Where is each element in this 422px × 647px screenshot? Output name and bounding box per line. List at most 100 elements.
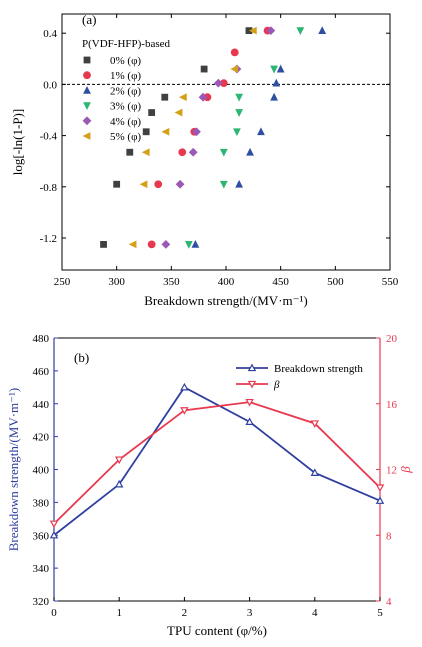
- legend-label-a: 4% (φ): [110, 116, 141, 128]
- y-tick-label-left-b: 440: [33, 399, 50, 411]
- data-point: [114, 479, 124, 488]
- data-point: [154, 180, 163, 189]
- data-point: [375, 484, 385, 493]
- data-point: [142, 128, 150, 136]
- data-point: [188, 147, 198, 157]
- y-tick-label-left-b: 360: [33, 530, 50, 542]
- x-tick-label-b: 5: [377, 607, 383, 619]
- x-tick-label-a: 400: [218, 276, 235, 288]
- panel-label-a: (a): [82, 12, 96, 27]
- data-point: [270, 65, 279, 74]
- y-tick-label-a: -0.4: [40, 131, 58, 143]
- y-axis-label-a: log[-ln(1-P)]: [10, 109, 25, 175]
- legend-label-a: 5% (φ): [110, 131, 141, 143]
- x-tick-label-b: 0: [51, 607, 57, 619]
- y-tick-label-left-b: 320: [33, 596, 50, 608]
- data-point: [184, 241, 193, 249]
- data-point: [245, 417, 254, 425]
- y-tick-label-right-b: 16: [386, 399, 398, 411]
- data-point: [180, 407, 189, 415]
- legend-label-a: 0% (φ): [110, 55, 141, 67]
- y-tick-label-right-b: 4: [386, 596, 392, 608]
- y-tick-label-left-b: 480: [33, 333, 50, 345]
- data-point: [191, 240, 200, 248]
- y-tick-label-a: 0.4: [43, 28, 57, 40]
- series-line: [53, 401, 381, 525]
- legend-marker: [82, 132, 91, 140]
- legend-marker: [82, 116, 92, 126]
- x-tick-label-a: 550: [382, 276, 399, 288]
- data-point: [161, 127, 170, 136]
- data-point: [266, 26, 276, 36]
- y-axis-label-left-b: Breakdown strength/(MV·m⁻¹): [6, 388, 21, 551]
- data-point: [49, 530, 59, 539]
- data-point: [178, 148, 187, 157]
- x-tick-label-b: 1: [116, 607, 122, 619]
- legend-marker: [83, 102, 91, 110]
- data-point: [161, 240, 171, 249]
- data-point: [161, 93, 169, 101]
- legend-label-a: 1% (φ): [110, 70, 141, 82]
- data-point: [219, 148, 228, 157]
- data-point: [270, 92, 279, 101]
- panel-label-b: (b): [74, 350, 89, 365]
- legend-label-b: β: [273, 379, 280, 391]
- data-point: [230, 48, 239, 57]
- data-point: [235, 109, 244, 117]
- y-axis-label-right-b: β: [398, 466, 413, 474]
- data-point: [100, 241, 107, 248]
- data-point: [257, 127, 265, 136]
- legend-title-a: P(VDF-HFP)-based: [82, 38, 171, 50]
- y-tick-label-a: 0.0: [43, 79, 57, 91]
- data-point: [49, 520, 59, 529]
- x-tick-label-a: 250: [54, 276, 71, 288]
- legend-marker: [83, 86, 91, 94]
- y-tick-label-left-b: 460: [33, 366, 50, 378]
- data-point: [141, 148, 150, 157]
- data-point: [248, 26, 257, 35]
- data-point: [272, 78, 281, 87]
- data-point: [246, 147, 254, 156]
- x-tick-label-a: 450: [272, 276, 289, 288]
- legend-label-b: Breakdown strength: [274, 363, 363, 375]
- legend-marker: [247, 363, 257, 372]
- series-line: [53, 386, 381, 536]
- x-tick-label-b: 2: [182, 607, 188, 619]
- data-point: [230, 65, 239, 73]
- data-point: [310, 420, 320, 428]
- data-point: [233, 128, 241, 137]
- x-tick-label-b: 4: [312, 607, 318, 619]
- data-point: [192, 127, 201, 137]
- data-point: [113, 180, 121, 188]
- x-tick-label-a: 350: [163, 276, 180, 288]
- data-point: [276, 64, 285, 73]
- legend-marker: [247, 380, 257, 389]
- y-tick-label-left-b: 420: [33, 432, 50, 444]
- data-point: [198, 92, 208, 102]
- data-point: [318, 26, 327, 35]
- data-point: [310, 468, 320, 476]
- data-point: [219, 79, 228, 88]
- data-point: [219, 180, 228, 189]
- data-point: [180, 382, 189, 391]
- data-point: [139, 180, 148, 189]
- legend-label-a: 3% (φ): [110, 101, 141, 113]
- y-tick-label-left-b: 400: [33, 465, 50, 477]
- x-axis-label-b: TPU content (φ/%): [167, 623, 267, 638]
- data-point: [375, 496, 385, 504]
- data-point: [235, 93, 244, 102]
- y-tick-label-left-b: 380: [33, 497, 50, 509]
- data-point: [114, 456, 124, 465]
- data-point: [175, 179, 185, 189]
- legend-marker: [83, 56, 91, 64]
- data-point: [245, 398, 254, 407]
- data-point: [147, 240, 156, 249]
- y-tick-label-a: -1.2: [40, 233, 57, 245]
- data-point: [178, 93, 187, 102]
- y-tick-label-right-b: 12: [386, 465, 397, 477]
- data-point: [296, 27, 305, 36]
- y-tick-label-right-b: 8: [386, 530, 392, 542]
- data-point: [148, 109, 156, 116]
- y-tick-label-right-b: 20: [386, 333, 398, 345]
